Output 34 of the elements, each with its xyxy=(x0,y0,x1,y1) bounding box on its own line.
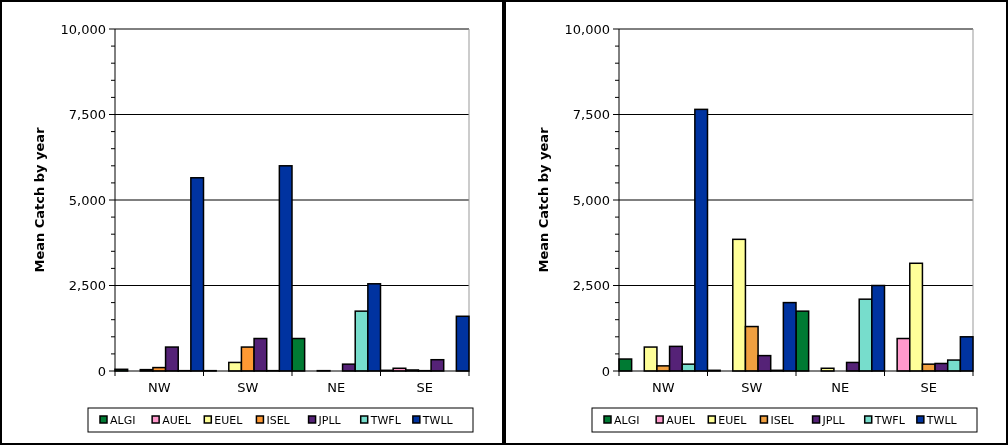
legend-label: AUEL xyxy=(162,414,192,427)
y-tick-label: 5,000 xyxy=(572,192,610,208)
y-tick-label: 0 xyxy=(97,363,106,379)
y-tick-label: 7,500 xyxy=(572,107,610,123)
y-tick-label: 0 xyxy=(601,363,610,379)
y-tick-label: 10,000 xyxy=(564,21,610,37)
y-tick-label: 10,000 xyxy=(60,21,106,37)
legend-label: ALGI xyxy=(110,414,136,427)
x-tick-label: SW xyxy=(741,380,763,395)
x-tick-label: NE xyxy=(831,380,850,395)
x-tick-label: SW xyxy=(237,380,259,395)
x-tick-label: SE xyxy=(416,380,433,395)
y-tick-label: 7,500 xyxy=(68,107,106,123)
legend-label: TWFL xyxy=(369,414,402,427)
x-tick-label: NW xyxy=(147,380,171,395)
x-tick-label: NW xyxy=(651,380,675,395)
legend-label: ALGI xyxy=(614,414,640,427)
y-axis-title: Mean Catch by year xyxy=(32,126,47,273)
y-tick-label: 5,000 xyxy=(68,192,106,208)
y-tick-label: 2,500 xyxy=(68,278,106,294)
legend-label: TWFL xyxy=(873,414,906,427)
legend-label: EUEL xyxy=(214,414,244,427)
legend-label: ISEL xyxy=(266,414,291,427)
y-tick-label: 2,500 xyxy=(572,278,610,294)
legend-label: ISEL xyxy=(770,414,795,427)
y-axis-title: Mean Catch by year xyxy=(536,126,551,273)
x-tick-label: SE xyxy=(920,380,937,395)
legend-label: JPLL xyxy=(821,414,846,427)
legend-label: TWLL xyxy=(421,414,454,427)
legend-label: EUEL xyxy=(718,414,748,427)
legend-label: JPLL xyxy=(317,414,342,427)
x-tick-label: NE xyxy=(327,380,346,395)
legend-label: AUEL xyxy=(666,414,696,427)
legend-label: TWLL xyxy=(925,414,958,427)
